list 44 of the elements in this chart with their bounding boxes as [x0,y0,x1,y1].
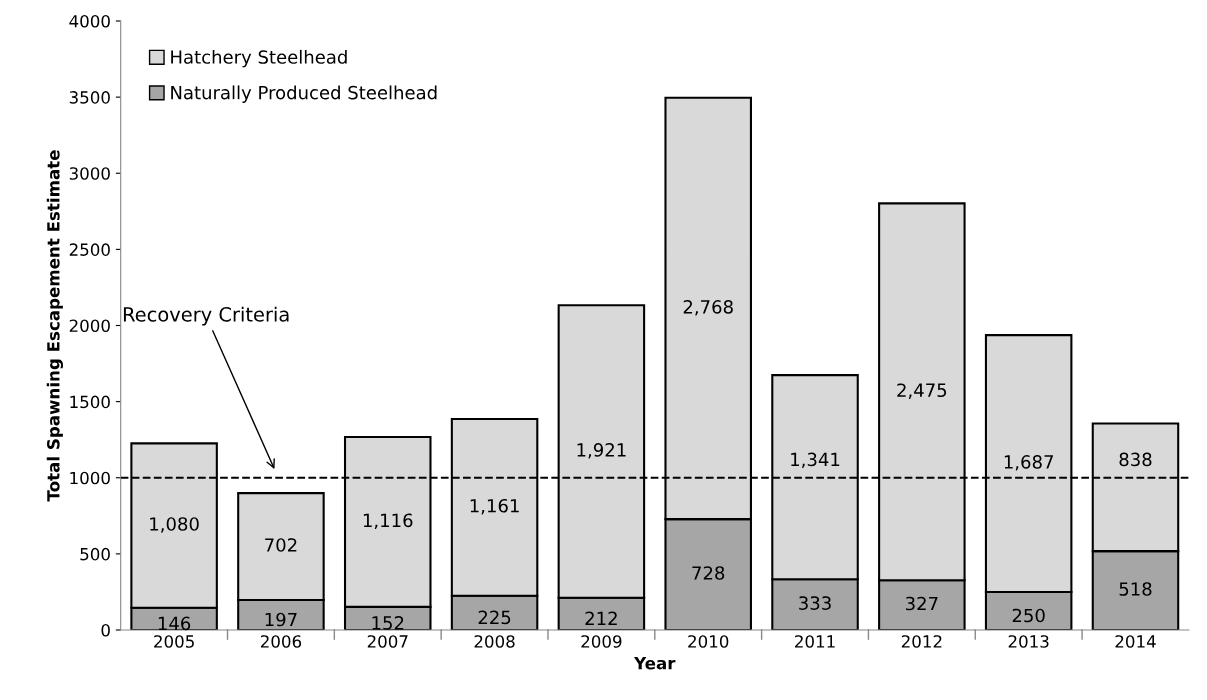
y-tick-label: 2000 [69,319,110,333]
x-tick-label: 2009 [581,635,622,648]
x-axis-title: Year [633,657,676,670]
legend-label: Naturally Produced Steelhead [171,85,437,103]
data-label: 702 [265,538,297,552]
y-tick-label: 1000 [70,471,110,485]
data-label: 518 [1119,582,1152,596]
x-tick-label: 2012 [901,635,942,648]
data-label: 1,116 [363,513,413,529]
x-tick-label: 2014 [1115,635,1156,648]
data-label: 212 [585,611,617,625]
data-label: 1,161 [470,498,519,515]
y-tick-label: 1500 [70,395,110,409]
y-tick-label: 0 [101,623,110,637]
data-label: 838 [1119,452,1152,467]
data-label: 152 [372,616,404,630]
y-tick-label: 500 [80,547,110,561]
y-tick-label: 3000 [69,167,110,180]
data-label: 333 [799,596,831,610]
x-tick-label: 2007 [367,635,408,648]
data-label: 1,921 [577,443,626,459]
data-label: 146 [158,616,191,631]
data-label: 225 [478,610,511,625]
data-label: 327 [905,596,938,611]
x-tick-label: 2005 [154,635,194,648]
x-tick-label: 2010 [688,635,729,648]
y-axis-title: Total Spawning Escapement Estimate [46,150,64,502]
y-tick-label: 2500 [69,243,110,256]
x-tick-label: 2006 [260,635,302,648]
x-tick-label: 2008 [474,635,515,648]
y-tick-label: 4000 [69,14,110,28]
y-tick-label: 3500 [69,91,110,104]
data-label: 728 [692,566,725,580]
data-label: 250 [1012,608,1045,623]
data-label: 2,475 [897,383,947,399]
data-label: 1,080 [150,517,199,533]
x-tick-label: 2011 [795,635,835,648]
data-label: 1,687 [1004,455,1053,471]
x-tick-label: 2013 [1008,635,1049,648]
data-label: 1,341 [791,452,840,469]
data-label: 197 [265,612,297,627]
legend-label: Hatchery Steelhead [171,49,347,68]
annotation: Recovery Criteria [123,306,289,326]
data-label: 2,768 [683,300,733,316]
